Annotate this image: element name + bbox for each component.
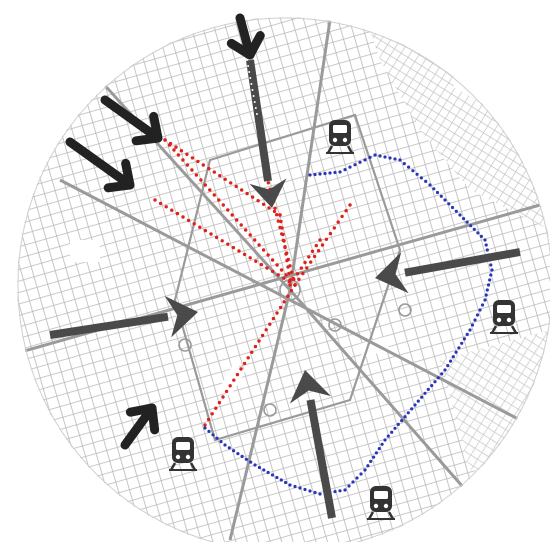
arrows-layer [49,13,521,519]
arrow-north-top [226,13,265,60]
train-station-icon-north [326,120,354,154]
train-station-icon-south [367,486,395,520]
arrow-west [49,296,198,339]
train-station-icon-southwest [169,437,197,471]
train-icons [169,120,518,520]
arrow-north [246,59,287,208]
arrow-east [375,248,521,294]
train-station-icon-east [490,300,518,334]
arrow-north-dashes [246,59,258,115]
arrow-northwest-upper [100,95,163,146]
arrow-northwest-lower [65,137,135,193]
arrow-southwest [120,403,160,450]
arrow-south [289,370,336,519]
blue-dotted-route [203,153,494,496]
